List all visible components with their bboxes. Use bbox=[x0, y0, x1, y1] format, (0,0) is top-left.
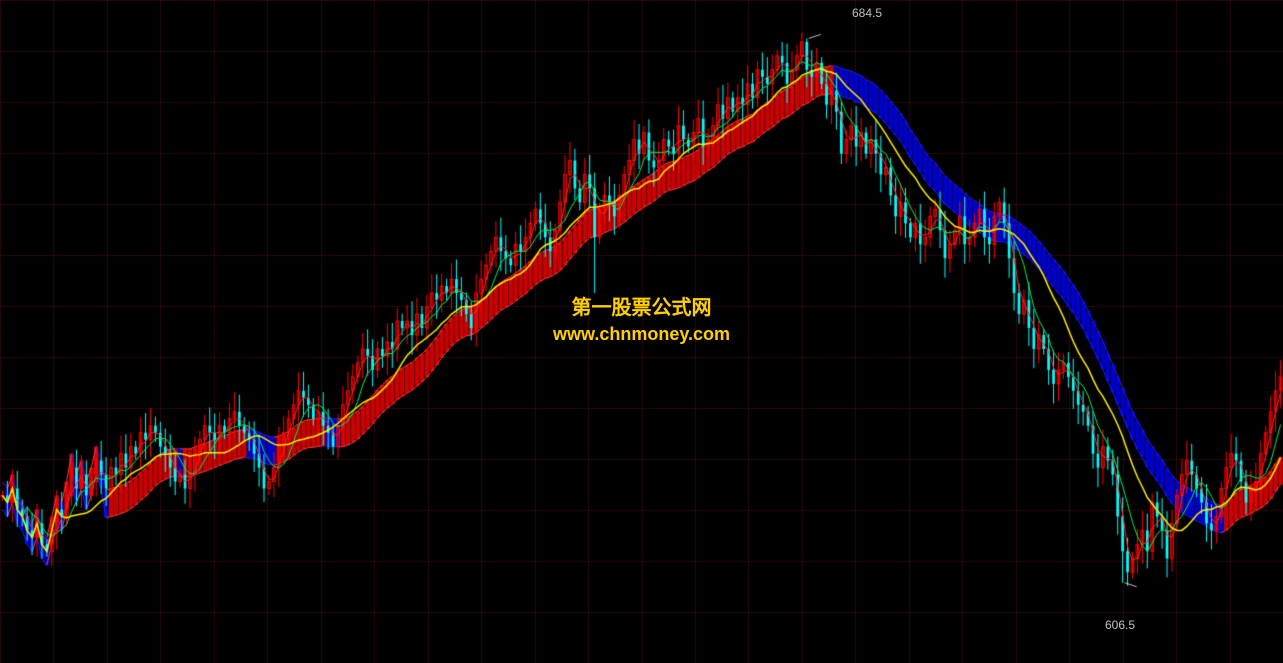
stock-chart[interactable]: 第一股票公式网 www.chnmoney.com 684.5 606.5 bbox=[0, 0, 1283, 663]
chart-canvas[interactable] bbox=[0, 0, 1283, 663]
